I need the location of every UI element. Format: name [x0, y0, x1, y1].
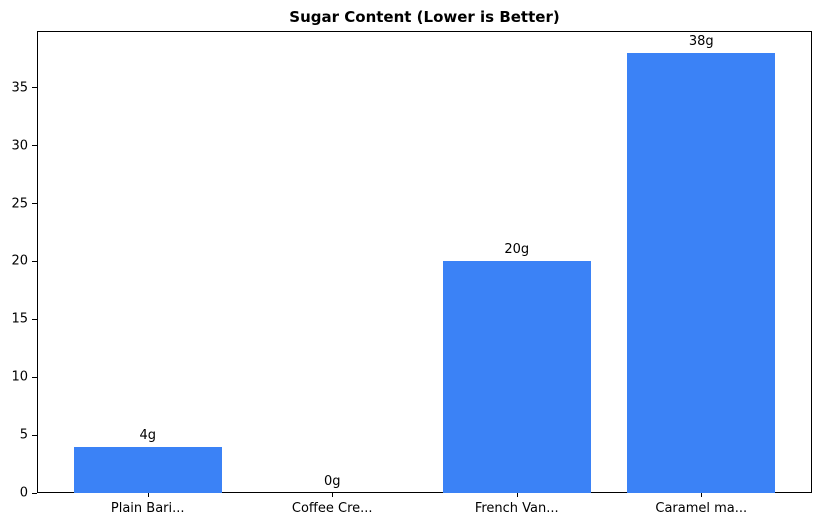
- x-tick-mark: [701, 493, 703, 497]
- bar-value-label: 38g: [688, 34, 714, 49]
- y-tick-mark: [32, 260, 37, 262]
- y-tick-mark: [32, 87, 37, 89]
- y-tick-label: 20: [11, 253, 28, 269]
- bar: [73, 446, 222, 493]
- y-tick-label: 35: [11, 80, 28, 96]
- y-tick-label: 15: [11, 311, 28, 327]
- y-tick-label: 5: [19, 427, 28, 443]
- y-tick-mark: [32, 434, 37, 436]
- y-tick-label: 10: [11, 369, 28, 385]
- y-tick-mark: [32, 376, 37, 378]
- y-tick-label: 30: [11, 138, 28, 154]
- x-tick-mark: [516, 493, 518, 497]
- x-tick-label: Coffee Cre...: [291, 501, 373, 516]
- bar-value-label: 0g: [323, 474, 341, 489]
- y-tick-mark: [32, 145, 37, 147]
- bar-value-label: 4g: [139, 427, 156, 443]
- y-tick-mark: [32, 203, 37, 205]
- x-tick-label: French Van...: [474, 501, 559, 516]
- x-tick-mark: [332, 493, 334, 497]
- x-tick-label: Plain Bari...: [110, 501, 185, 516]
- bar: [442, 261, 591, 493]
- chart-title: Sugar Content (Lower is Better): [289, 8, 560, 26]
- y-tick-mark: [32, 492, 37, 494]
- y-tick-label: 25: [11, 196, 28, 212]
- bar: [627, 53, 776, 493]
- x-tick-mark: [147, 493, 149, 497]
- x-tick-label: Caramel ma...: [655, 501, 748, 516]
- y-tick-mark: [32, 318, 37, 320]
- bar-value-label: 20g: [504, 242, 530, 258]
- y-tick-label: 0: [19, 485, 28, 501]
